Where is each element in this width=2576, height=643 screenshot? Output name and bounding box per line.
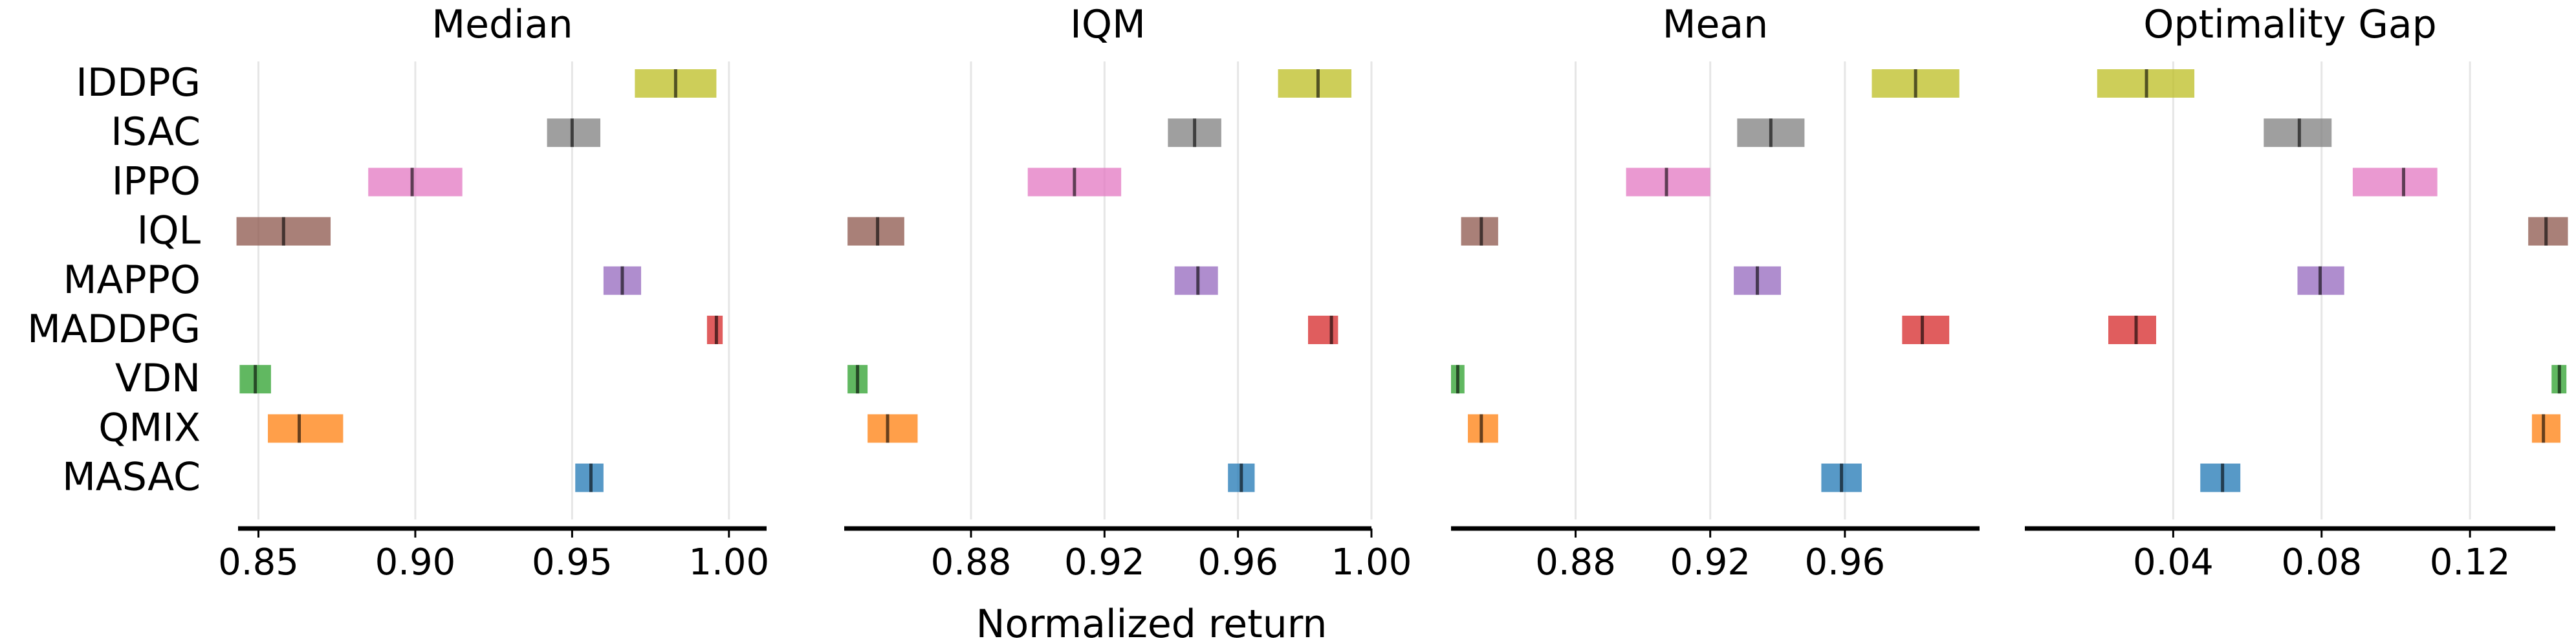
x-tick-label: 0.96 [1805,541,1886,583]
algorithm-label-vdn: VDN [115,356,201,401]
algorithm-label-iql: IQL [137,208,201,254]
interval-bar-qmix [268,414,344,443]
panels: Median 0.85 0.90 0.95 1.00 IQM 0.88 0.92 0.96 1.0… [218,2,2568,583]
x-tick-label: 0.90 [375,541,456,583]
algorithm-label-mappo: MAPPO [63,257,201,303]
interval-bar-masac [2200,463,2241,492]
x-tick-label: 0.95 [532,541,613,583]
x-tick-label: 0.85 [218,541,299,583]
algorithm-label-maddpg: MADDPG [27,307,201,352]
x-tick-label: 0.04 [2133,541,2214,583]
interval-bar-ippo [1626,168,1710,197]
interval-bar-iql [1461,217,1498,246]
interval-bar-maddpg [2108,316,2156,344]
panel-title-iqm: IQM [1070,2,1146,47]
interval-bar-qmix [1468,414,1498,443]
interval-bar-ippo [2352,168,2438,197]
x-tick-label: 0.12 [2430,541,2511,583]
panel-title-optimality-gap: Optimality Gap [2143,2,2437,47]
panel-title-mean: Mean [1663,2,1768,47]
panel-median: Median 0.85 0.90 0.95 1.00 [218,2,769,583]
x-tick-label: 0.88 [931,541,1012,583]
interval-bar-ippo [368,168,463,197]
x-tick-label: 0.88 [1535,541,1616,583]
interval-bar-qmix [2531,414,2561,443]
interval-bar-qmix [868,414,918,443]
interval-bar-mappo [1174,266,1218,295]
x-axis-label: Normalized return [976,602,1327,643]
interval-bar-iql [847,217,904,246]
x-tick-label: 1.00 [1331,541,1412,583]
algorithm-label-masac: MASAC [62,455,201,500]
x-tick-label: 0.92 [1064,541,1145,583]
panel-mean: Mean 0.88 0.92 0.96 [1451,2,1980,583]
panel-title-median: Median [431,2,573,47]
algorithm-label-isac: ISAC [111,109,201,155]
x-tick-label: 1.00 [688,541,769,583]
x-tick-label: 0.08 [2281,541,2362,583]
interval-bar-maddpg [1307,316,1338,344]
interval-bar-iql [2528,217,2568,246]
x-tick-label: 0.92 [1670,541,1751,583]
interval-bar-maddpg [1902,316,1950,344]
algorithm-label-ippo: IPPO [112,158,201,204]
panel-optimality-gap: Optimality Gap 0.04 0.08 0.12 [2025,2,2568,583]
algorithm-label-qmix: QMIX [98,405,201,450]
algorithm-label-iddpg: IDDPG [76,60,201,105]
x-tick-label: 0.96 [1197,541,1278,583]
interval-bar-iddpg [1278,69,1352,98]
panel-iqm: IQM 0.88 0.92 0.96 1.00 [844,2,1412,583]
interval-bar-isac [2264,118,2332,147]
